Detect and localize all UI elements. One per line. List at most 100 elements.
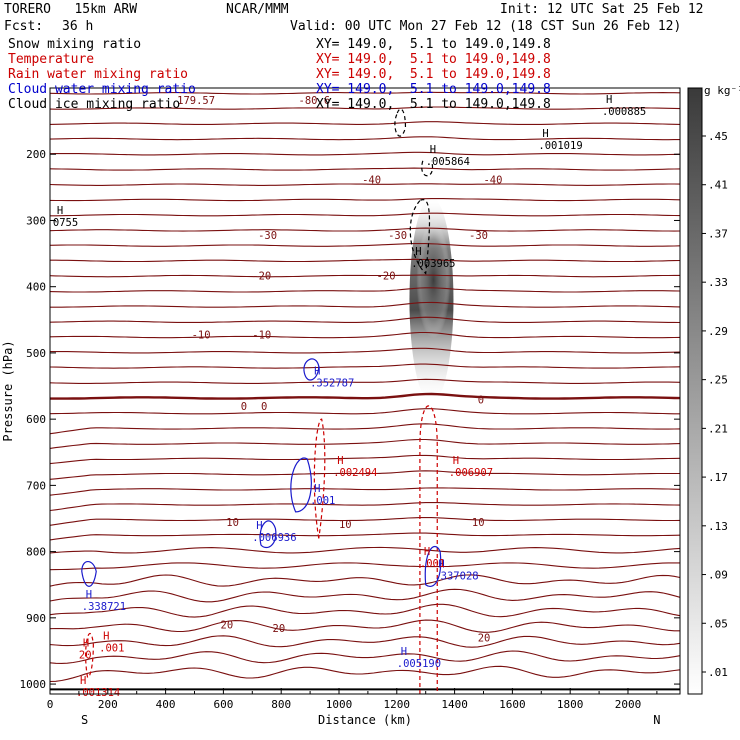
temperature-label: -10 — [252, 329, 271, 341]
colorbar-label: .37 — [708, 227, 728, 240]
temperature-contour — [49, 151, 681, 156]
temperature-contour — [49, 487, 681, 496]
maximum-marker: H — [430, 144, 436, 156]
maximum-marker: H — [80, 675, 86, 687]
axes: 0 200 400 600 800 1000 1200 1400 1600 1800 2000200… — [1, 87, 681, 727]
maximum-marker: H — [83, 637, 89, 649]
temperature-label: -30 — [388, 230, 407, 242]
temperature-contour — [49, 454, 681, 465]
field-snow-xy: XY= 149.0, 5.1 to 149.0,149.8 — [316, 37, 551, 52]
temperature-contour — [49, 121, 681, 125]
x-tick-label: 1000 — [326, 698, 353, 711]
temperature-label: -10 — [192, 329, 211, 341]
maximum-value-label: .352787 — [310, 378, 354, 390]
colorbar-label: .45 — [708, 130, 728, 143]
plot-frame — [49, 87, 681, 695]
field-cloudice-name: Cloud ice mixing ratio — [8, 97, 181, 112]
temperature-label: -40 — [362, 174, 381, 186]
temperature-contour — [49, 517, 681, 526]
ice-contour — [409, 198, 431, 275]
rain-contour-main — [419, 405, 438, 694]
temperature-label: -80.6 — [299, 95, 331, 107]
maximum-value-label: 20 — [79, 649, 92, 661]
field-cloudice-xy: XY= 149.0, 5.1 to 149.0,149.8 — [316, 97, 551, 112]
y-tick-label: 600 — [26, 413, 46, 426]
temperature-contour — [49, 287, 681, 293]
maximum-value-label: 0755 — [53, 217, 78, 229]
colorbar-label: .25 — [708, 374, 728, 387]
init-time: Init: 12 UTC Sat 25 Feb 12 — [500, 2, 704, 17]
temperature-contour — [49, 532, 681, 541]
x-tick-label: 1600 — [499, 698, 526, 711]
temperature-contour — [50, 258, 681, 263]
y-tick-label: 1000 — [20, 678, 47, 691]
colorbar-label: .41 — [708, 179, 728, 192]
temperature-contours — [49, 91, 681, 691]
temperature-label: -20 — [252, 270, 271, 282]
temperature-label: 10 — [472, 517, 485, 529]
maximum-value-label: .001019 — [538, 140, 582, 152]
forecast-label: Fcst: — [4, 19, 44, 34]
temperature-label: -30 — [469, 230, 488, 242]
maximum-marker: H — [337, 455, 343, 467]
temperature-contour — [49, 574, 681, 587]
maximum-value-label: .006907 — [449, 467, 493, 479]
maximum-marker: H — [256, 520, 262, 532]
temperature-contour — [49, 106, 681, 110]
maximum-value-label: .001 — [99, 643, 124, 655]
x-tick-label: 400 — [156, 698, 176, 711]
maximum-marker: H — [424, 546, 430, 558]
maximum-marker: H — [57, 205, 63, 217]
y-tick-label: 400 — [26, 281, 46, 294]
temperature-contour — [49, 635, 681, 648]
snow-plume-core — [416, 222, 451, 339]
temperature-contour — [49, 331, 681, 339]
temperature-contour — [49, 438, 681, 449]
temperature-contour — [49, 167, 681, 171]
maximum-value-label: .000885 — [602, 106, 646, 118]
temperature-label: 10 — [339, 519, 352, 531]
temperature-contour — [49, 665, 681, 683]
field-temperature-name: Temperature — [8, 52, 95, 67]
maximum-value-label: .005190 — [397, 658, 441, 670]
temperature-contour — [49, 502, 681, 512]
colorbar-label: .13 — [708, 520, 728, 533]
temperature-contour — [49, 408, 680, 415]
snow-mixing-ratio-shading — [409, 197, 454, 403]
maximum-marker: H — [542, 128, 548, 140]
x-tick-label: 1800 — [557, 698, 584, 711]
colorbar-label: .01 — [708, 666, 728, 679]
x-tick-label: 0 — [47, 698, 54, 711]
model-title: TORERO 15km ARW — [4, 2, 138, 17]
temperature-label: 10 — [226, 517, 239, 529]
maximum-value-label: .002494 — [333, 467, 377, 479]
temperature-label: 0 — [241, 401, 247, 413]
cloud-water-contour — [259, 520, 277, 549]
temperature-contour — [49, 91, 681, 95]
maximum-marker: H — [438, 558, 444, 570]
maximum-marker: H — [86, 589, 92, 601]
maximum-marker: H — [314, 366, 320, 378]
temperature-contour — [49, 378, 681, 384]
temperature-contour — [49, 650, 681, 664]
maximum-marker: H — [453, 455, 459, 467]
temperature-contour — [49, 603, 681, 618]
temperature-contour — [49, 316, 681, 324]
x-tick-label: 2000 — [615, 698, 642, 711]
colorbar: .45 .41 .37 .33 .29 .25 .21 .17 .13 .09 .05 .01 g kg… — [687, 84, 740, 695]
cloud-water-contour — [290, 457, 312, 513]
temperature-contour — [49, 243, 681, 247]
y-tick-label: 200 — [26, 148, 46, 161]
maximum-value-label: .006936 — [252, 532, 296, 544]
x-tick-label: 1200 — [384, 698, 411, 711]
colorbar-label: .29 — [708, 325, 728, 338]
temperature-contour — [49, 562, 680, 571]
maximum-value-label: .337028 — [434, 570, 478, 582]
x-tick-label: 600 — [213, 698, 233, 711]
temperature-contour — [49, 227, 681, 232]
field-snow-name: Snow mixing ratio — [8, 37, 142, 52]
field-temperature-xy: XY= 149.0, 5.1 to 149.0,149.8 — [316, 52, 551, 67]
x-tick-label: 200 — [98, 698, 118, 711]
temperature-contour — [49, 470, 680, 480]
